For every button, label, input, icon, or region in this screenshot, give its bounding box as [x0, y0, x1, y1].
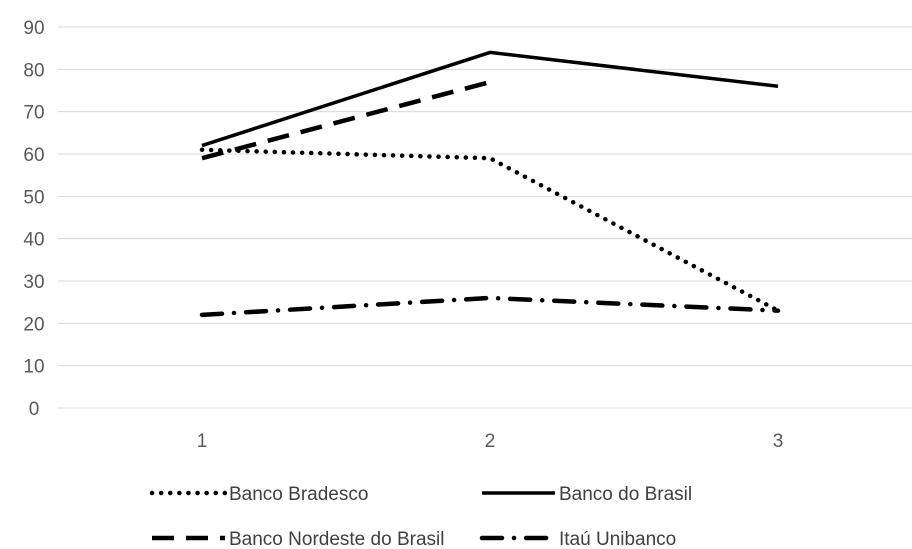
y-tick-label: 80	[23, 60, 44, 81]
legend-item: Banco Nordeste do Brasil	[152, 529, 444, 549]
series-lines	[199, 50, 781, 318]
series-line-banco-do-brasil	[201, 50, 779, 148]
y-tick-label: 40	[23, 230, 44, 251]
y-tick-label: 0	[29, 399, 40, 420]
legend-item: Banco Bradesco	[149, 484, 368, 505]
y-tick-label: 20	[23, 314, 44, 335]
series-line-ita-unibanco	[199, 295, 781, 318]
y-tick-label: 70	[23, 103, 44, 124]
series-line-banco-bradesco	[199, 147, 781, 313]
x-tick-label: 2	[485, 431, 496, 452]
x-tick-label: 1	[197, 431, 208, 452]
legend: Banco Bradesco Banco do Brasil Banco Norde…	[149, 484, 692, 549]
gridlines	[58, 26, 912, 409]
y-tick-label: 60	[23, 145, 44, 166]
y-tick-label: 90	[23, 18, 44, 39]
legend-item: Banco do Brasil	[482, 484, 692, 505]
y-tick-label: 10	[23, 357, 44, 378]
y-tick-label: 50	[23, 187, 44, 208]
x-axis-ticks: 1 2 3	[197, 431, 784, 452]
legend-label: Banco Nordeste do Brasil	[229, 529, 444, 549]
y-tick-label: 30	[23, 272, 44, 293]
legend-label: Itaú Unibanco	[559, 529, 676, 549]
legend-label: Banco do Brasil	[559, 484, 692, 505]
y-axis-ticks: 0 10 20 30 40 50 60 70 80 90	[23, 18, 44, 420]
legend-item: Itaú Unibanco	[479, 529, 676, 549]
legend-label: Banco Bradesco	[229, 484, 368, 505]
series-line-banco-nordeste-do-brasil	[201, 79, 491, 161]
x-tick-label: 3	[773, 431, 784, 452]
